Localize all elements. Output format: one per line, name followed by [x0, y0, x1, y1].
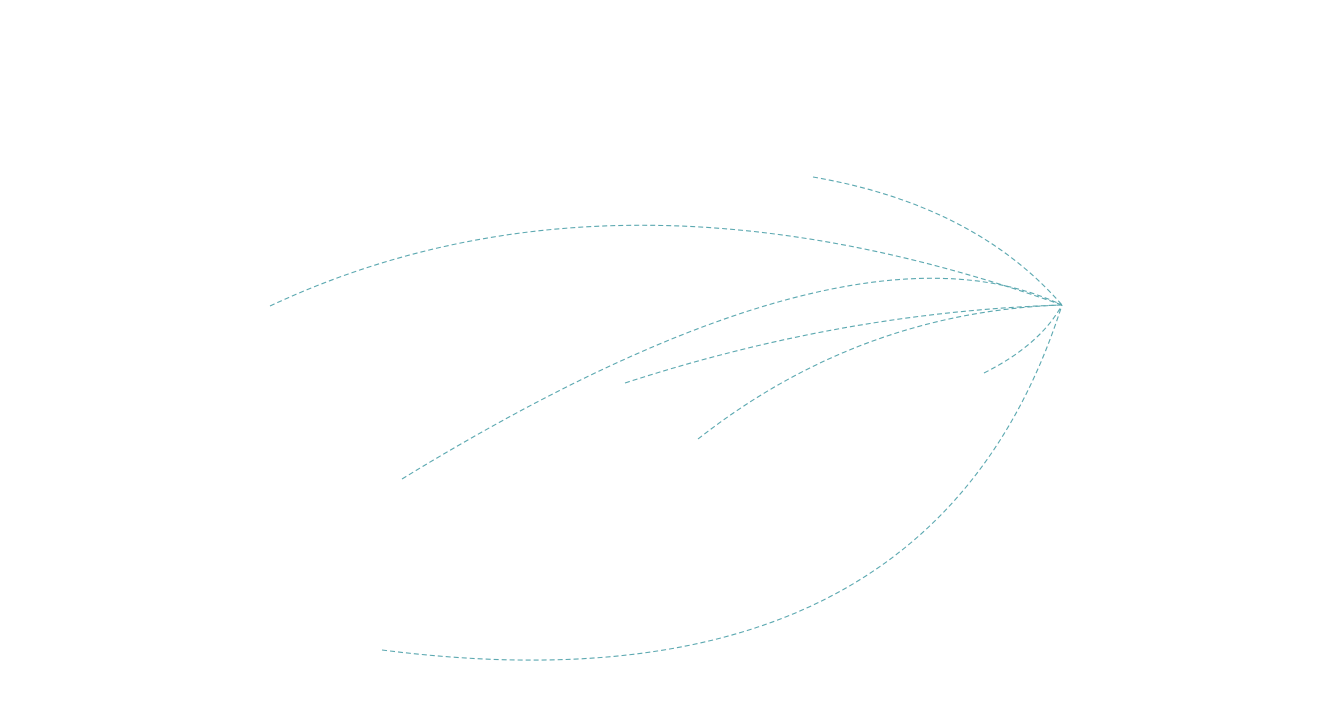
flow-line-4 [624, 304, 1063, 384]
flow-line-3 [401, 277, 1063, 480]
flow-line-7 [381, 304, 1063, 661]
flow-line-6 [983, 304, 1063, 374]
flow-line-5 [697, 304, 1063, 440]
flow-line-2 [269, 224, 1063, 307]
flow-lines [269, 176, 1063, 661]
flow-line-1 [812, 176, 1063, 306]
